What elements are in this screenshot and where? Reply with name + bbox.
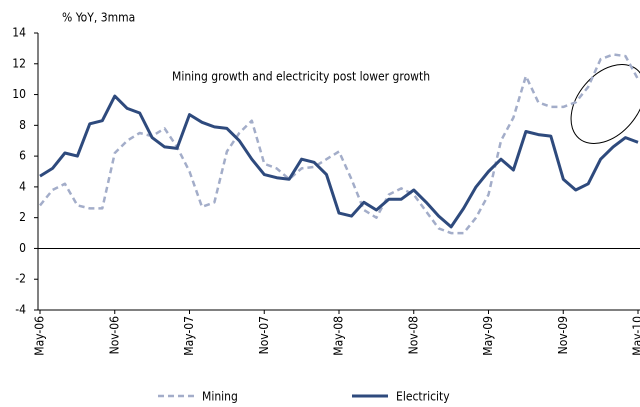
y-tick-label: 0 <box>19 241 26 255</box>
x-tick-label: May-08 <box>332 316 346 356</box>
y-tick-label: 12 <box>12 56 26 70</box>
x-tick-label: Nov-09 <box>556 316 570 355</box>
y-tick-label: 10 <box>12 87 26 101</box>
y-tick-label: 6 <box>19 149 26 163</box>
x-tick-label: May-06 <box>33 316 47 356</box>
legend-label: Mining <box>202 390 238 404</box>
highlight-ellipse <box>570 64 640 144</box>
legend-label: Electricity <box>396 390 450 404</box>
y-tick-label: 8 <box>19 118 26 132</box>
x-tick-label: May-09 <box>481 316 495 356</box>
y-tick-label: 4 <box>19 179 26 193</box>
series-line <box>39 94 639 229</box>
x-tick-label: Nov-07 <box>257 316 271 354</box>
y-tick-label: -2 <box>15 272 26 286</box>
x-tick-label: May-07 <box>182 316 196 356</box>
x-tick-label: Nov-06 <box>107 316 121 355</box>
y-axis-label: % YoY, 3mma <box>62 11 135 25</box>
annotation: Mining growth and electricity post lower… <box>172 70 430 84</box>
y-tick-label: -4 <box>15 303 26 317</box>
x-tick-label: Nov-08 <box>406 316 420 355</box>
y-tick-label: 2 <box>19 210 26 224</box>
y-tick-label: 14 <box>12 26 26 40</box>
series-line <box>39 53 640 235</box>
x-tick-label: May-10 <box>631 316 640 356</box>
